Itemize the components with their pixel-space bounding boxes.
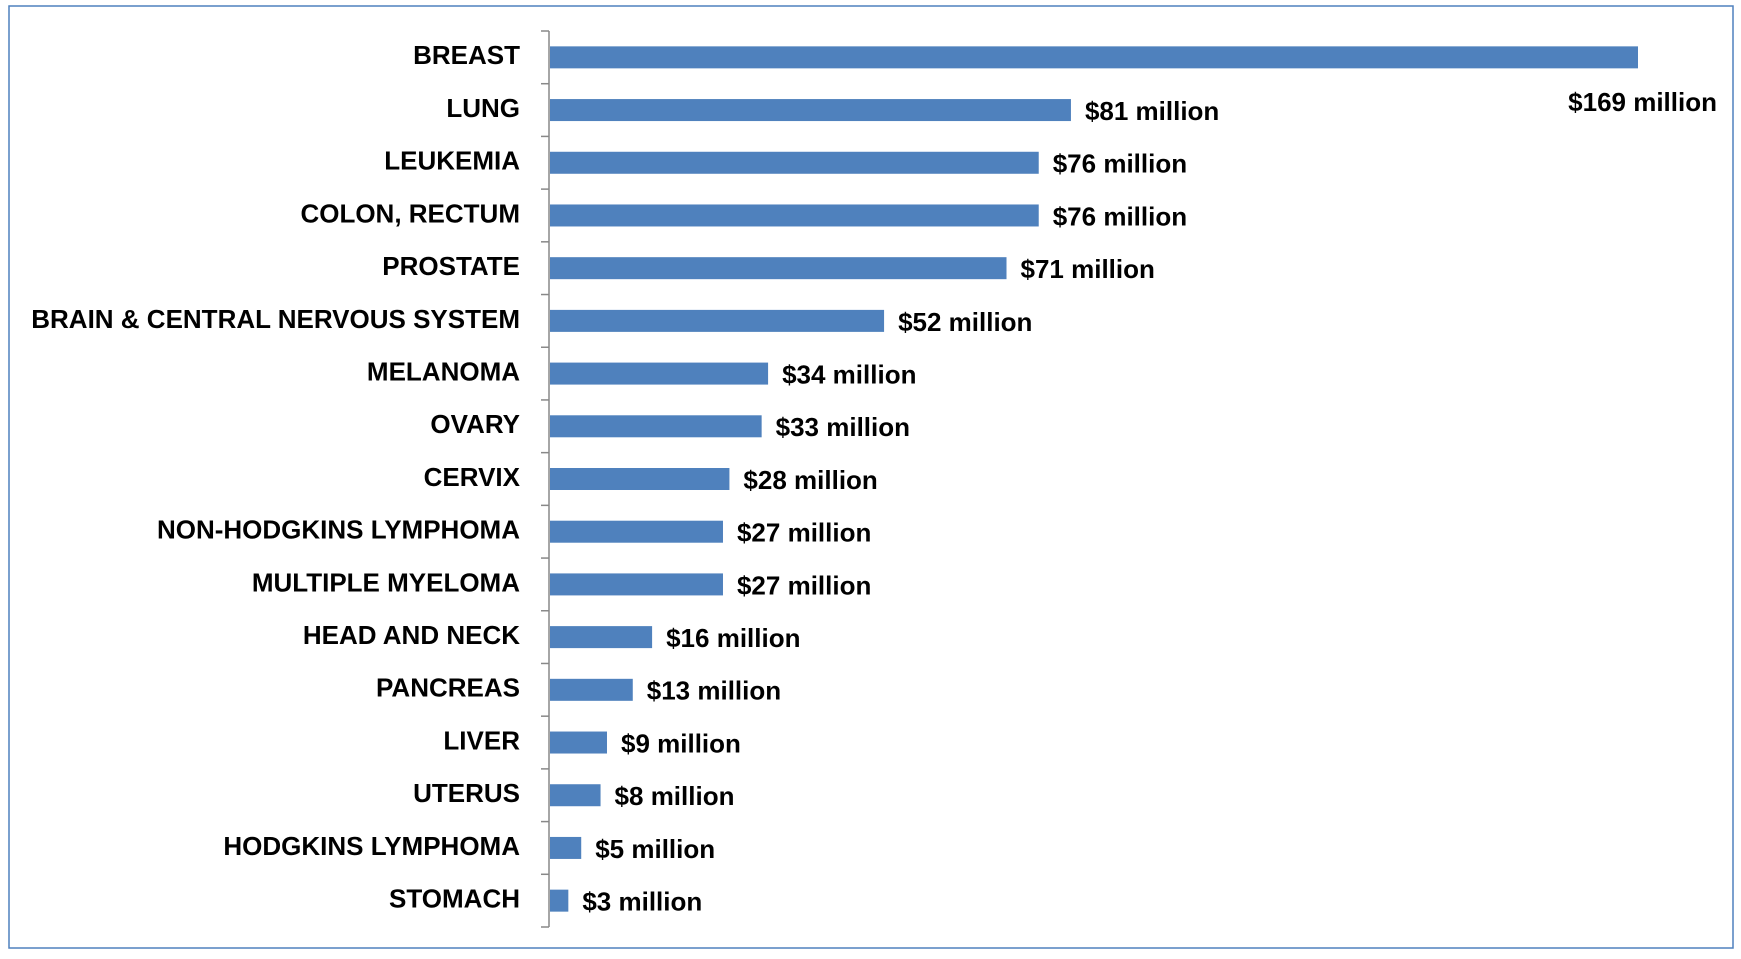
category-label: STOMACH (389, 884, 520, 914)
category-label: COLON, RECTUM (300, 198, 520, 228)
value-label: $34 million (782, 359, 916, 389)
category-label: PANCREAS (376, 673, 520, 703)
bar (550, 362, 769, 385)
category-label: LIVER (443, 725, 520, 755)
bar (550, 836, 582, 859)
bar (550, 468, 730, 490)
value-label: $27 million (737, 518, 871, 548)
category-label: HEAD AND NECK (303, 620, 520, 650)
value-label: $16 million (666, 623, 800, 653)
value-label: $8 million (615, 781, 735, 811)
value-label: $52 million (898, 307, 1032, 337)
value-label: $169 million (1568, 87, 1717, 117)
category-label: UTERUS (413, 778, 520, 808)
category-label: CERVIX (424, 462, 521, 492)
category-label: NON-HODGKINS LYMPHOMA (157, 515, 520, 545)
bar (550, 204, 1039, 227)
chart-border (8, 5, 1734, 949)
bar (550, 678, 633, 701)
value-label: $81 million (1085, 96, 1219, 126)
category-label: LEUKEMIA (384, 146, 520, 176)
category-label: MELANOMA (367, 356, 520, 386)
value-label: $71 million (1021, 254, 1155, 284)
bar (550, 257, 1007, 280)
bar (550, 626, 653, 649)
bar (550, 520, 723, 543)
bar (550, 46, 1638, 69)
value-label: $76 million (1053, 201, 1187, 231)
value-label: $33 million (776, 412, 910, 442)
bar (550, 151, 1039, 174)
bar (550, 889, 569, 912)
category-label: MULTIPLE MYELOMA (252, 567, 520, 597)
bar (550, 99, 1071, 122)
bar (550, 415, 762, 438)
value-label: $5 million (595, 834, 715, 864)
bar (550, 784, 601, 807)
value-label: $76 million (1053, 149, 1187, 179)
category-label: LUNG (446, 93, 520, 123)
value-label: $9 million (621, 728, 741, 758)
value-label: $3 million (582, 887, 702, 917)
value-label: $28 million (743, 465, 877, 495)
category-label: BRAIN & CENTRAL NERVOUS SYSTEM (31, 304, 520, 334)
category-label: BREAST (413, 40, 520, 70)
value-label: $13 million (647, 676, 781, 706)
bar (550, 573, 723, 596)
bar (550, 731, 607, 754)
category-label: PROSTATE (382, 251, 520, 281)
value-label: $27 million (737, 570, 871, 600)
bar (550, 309, 885, 332)
category-label: HODGKINS LYMPHOMA (223, 831, 520, 861)
category-label: OVARY (430, 409, 520, 439)
